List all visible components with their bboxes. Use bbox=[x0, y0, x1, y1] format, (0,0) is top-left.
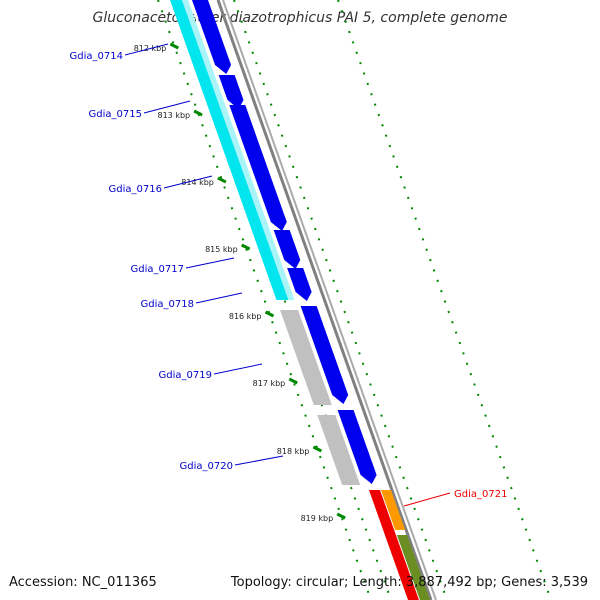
cds-arrow bbox=[300, 306, 349, 404]
ortholog-track-cyan bbox=[170, 0, 289, 300]
gene-label-leader bbox=[234, 455, 284, 466]
feature-olive bbox=[396, 535, 430, 600]
scale-tick-mark bbox=[312, 445, 323, 453]
cds-arrow bbox=[287, 268, 312, 301]
topology-text: Topology: circular; Length: 3,887,492 bp… bbox=[230, 575, 588, 590]
scale-tick-mark bbox=[169, 42, 180, 50]
gene-labels: Gdia_0714 Gdia_0715 Gdia_0716 Gdia_0717 Gdia… bbox=[70, 43, 507, 507]
gene-label-leader bbox=[124, 43, 169, 56]
dotted-guide-line bbox=[233, 0, 448, 600]
scale-tick-mark bbox=[217, 176, 227, 184]
gene-label[interactable]: Gdia_0714 bbox=[70, 51, 123, 62]
backbone-line bbox=[216, 0, 433, 600]
gene-label-leader bbox=[163, 175, 213, 189]
gene-label-leader bbox=[185, 257, 235, 269]
rna-feature-red bbox=[368, 490, 419, 600]
track-divider bbox=[189, 0, 369, 501]
backbone-line bbox=[222, 0, 437, 600]
gene-label-leader bbox=[213, 363, 263, 375]
backbone-lines bbox=[216, 0, 437, 600]
gene-label[interactable]: Gdia_0719 bbox=[159, 370, 212, 381]
accession-text: Accession: NC_011365 bbox=[9, 575, 157, 590]
scale-tick-mark bbox=[241, 243, 251, 251]
scale-tick-label: 814 kbp bbox=[181, 178, 214, 187]
scale-tick-mark bbox=[193, 109, 203, 117]
cds-arrow bbox=[192, 0, 232, 74]
cds-arrow bbox=[229, 105, 287, 231]
gene-label[interactable]: Gdia_0715 bbox=[89, 109, 142, 120]
scale-tick-label: 815 kbp bbox=[205, 245, 238, 254]
gene-label[interactable]: Gdia_0716 bbox=[109, 184, 162, 195]
scale-tick-label: 816 kbp bbox=[229, 312, 262, 321]
feature-tracks bbox=[170, 0, 430, 600]
scale-tick-mark bbox=[336, 512, 346, 520]
scale-tick-label: 817 kbp bbox=[253, 379, 286, 388]
ortholog-track-cyan-light bbox=[182, 0, 295, 300]
dotted-guide-line bbox=[337, 0, 552, 600]
scale-tick-label: 818 kbp bbox=[277, 447, 310, 456]
gene-label[interactable]: Gdia_0720 bbox=[180, 461, 233, 472]
gene-label-leader bbox=[195, 292, 243, 304]
feature-orange bbox=[380, 490, 406, 530]
cds-arrow bbox=[273, 230, 301, 269]
no-match-track bbox=[280, 310, 332, 405]
scale-tick-mark bbox=[288, 377, 298, 385]
scale-tick-mark bbox=[264, 310, 275, 318]
scale-tick-label: 819 kbp bbox=[301, 514, 334, 523]
cds-arrow bbox=[337, 410, 377, 484]
map-title: Gluconacetobacter diazotrophicus PAI 5, … bbox=[92, 10, 508, 26]
gene-label[interactable]: Gdia_0717 bbox=[131, 264, 184, 275]
gene-label[interactable]: Gdia_0718 bbox=[141, 299, 194, 310]
gene-label-leader bbox=[403, 492, 451, 507]
no-match-track bbox=[317, 415, 361, 485]
gene-label[interactable]: Gdia_0721 bbox=[454, 489, 507, 500]
scale-tick-label: 813 kbp bbox=[158, 111, 191, 120]
cds-arrow bbox=[218, 75, 244, 109]
gene-label-leader bbox=[143, 100, 191, 114]
